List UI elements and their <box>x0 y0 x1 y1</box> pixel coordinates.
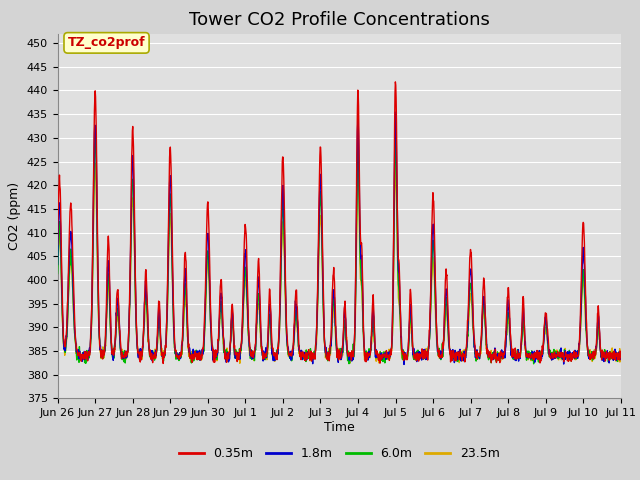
1.8m <box>392 109 399 115</box>
0.35m <box>392 79 399 85</box>
23.5m <box>375 360 383 366</box>
23.5m <box>92 160 99 166</box>
1.8m <box>292 304 300 310</box>
1.8m <box>314 255 322 261</box>
0.35m <box>305 347 312 353</box>
Line: 23.5m: 23.5m <box>58 163 621 363</box>
0.35m <box>374 358 382 363</box>
Line: 0.35m: 0.35m <box>58 82 621 363</box>
23.5m <box>294 329 301 335</box>
23.5m <box>98 351 106 357</box>
0.35m <box>617 354 625 360</box>
1.8m <box>97 349 105 355</box>
6.0m <box>98 352 106 358</box>
6.0m <box>617 353 625 359</box>
6.0m <box>530 361 538 367</box>
1.8m <box>617 353 625 359</box>
23.5m <box>617 359 625 364</box>
6.0m <box>92 132 99 137</box>
1.8m <box>120 352 128 358</box>
1.8m <box>54 262 61 267</box>
23.5m <box>305 353 313 359</box>
6.0m <box>120 348 128 353</box>
Legend: 0.35m, 1.8m, 6.0m, 23.5m: 0.35m, 1.8m, 6.0m, 23.5m <box>173 442 505 465</box>
1.8m <box>400 361 408 367</box>
23.5m <box>54 273 61 279</box>
0.35m <box>54 241 61 247</box>
Text: TZ_co2prof: TZ_co2prof <box>68 36 145 49</box>
0.35m <box>120 355 128 360</box>
0.35m <box>97 355 105 360</box>
0.35m <box>293 303 301 309</box>
23.5m <box>236 360 244 366</box>
Y-axis label: CO2 (ppm): CO2 (ppm) <box>8 182 21 250</box>
6.0m <box>54 271 61 276</box>
23.5m <box>120 353 128 359</box>
6.0m <box>374 353 382 359</box>
6.0m <box>293 317 301 323</box>
23.5m <box>316 239 323 244</box>
6.0m <box>305 355 312 361</box>
0.35m <box>315 212 323 218</box>
Line: 6.0m: 6.0m <box>58 134 621 364</box>
1.8m <box>374 354 382 360</box>
X-axis label: Time: Time <box>324 421 355 434</box>
Title: Tower CO2 Profile Concentrations: Tower CO2 Profile Concentrations <box>189 11 490 29</box>
Line: 1.8m: 1.8m <box>58 112 621 364</box>
6.0m <box>315 242 323 248</box>
1.8m <box>305 349 312 355</box>
0.35m <box>159 360 167 366</box>
